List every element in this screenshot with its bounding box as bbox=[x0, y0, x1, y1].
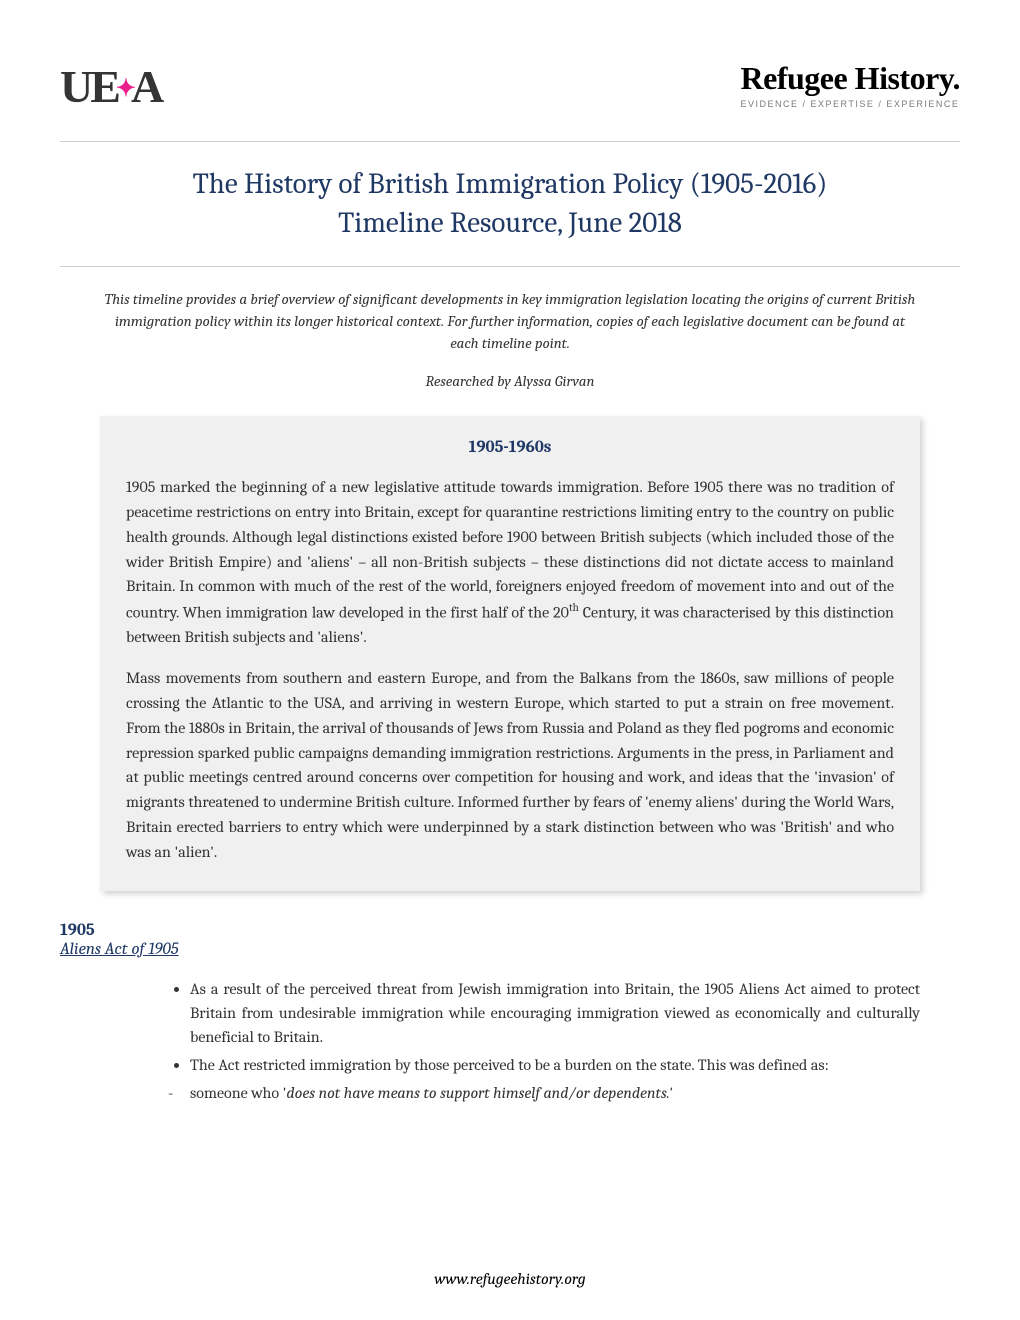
era-paragraph-1: 1905 marked the beginning of a new legis… bbox=[126, 475, 894, 650]
divider bbox=[60, 266, 960, 267]
refugee-history-logo: Refugee History. EVIDENCE / EXPERTISE / … bbox=[741, 60, 961, 109]
researcher-credit: Researched by Alyssa Girvan bbox=[60, 372, 960, 390]
footer-url: www.refugeehistory.org bbox=[0, 1270, 1020, 1288]
era-callout: 1905-1960s 1905 marked the beginning of … bbox=[100, 416, 920, 890]
rh-subtitle: EVIDENCE / EXPERTISE / EXPERIENCE bbox=[741, 99, 961, 109]
entry-year: 1905 bbox=[60, 921, 960, 940]
document-header: UE✦A Refugee History. EVIDENCE / EXPERTI… bbox=[60, 60, 960, 113]
entry-bullets: As a result of the perceived threat from… bbox=[190, 977, 920, 1105]
star-icon: ✦ bbox=[116, 74, 133, 103]
bullet-item: As a result of the perceived threat from… bbox=[190, 977, 920, 1049]
rh-title: Refugee History. bbox=[741, 60, 961, 97]
timeline-entry: 1905 Aliens Act of 1905 As a result of t… bbox=[60, 921, 960, 1105]
divider bbox=[60, 141, 960, 142]
document-subtitle: Timeline Resource, June 2018 bbox=[60, 207, 960, 240]
uea-logo: UE✦A bbox=[60, 60, 161, 113]
era-heading: 1905-1960s bbox=[126, 438, 894, 457]
bullet-dash-item: someone who 'does not have means to supp… bbox=[190, 1081, 920, 1105]
bullet-item: The Act restricted immigration by those … bbox=[190, 1053, 920, 1077]
intro-paragraph: This timeline provides a brief overview … bbox=[100, 289, 920, 354]
era-paragraph-2: Mass movements from southern and eastern… bbox=[126, 666, 894, 864]
act-link[interactable]: Aliens Act of 1905 bbox=[60, 940, 960, 959]
document-title: The History of British Immigration Polic… bbox=[60, 168, 960, 201]
